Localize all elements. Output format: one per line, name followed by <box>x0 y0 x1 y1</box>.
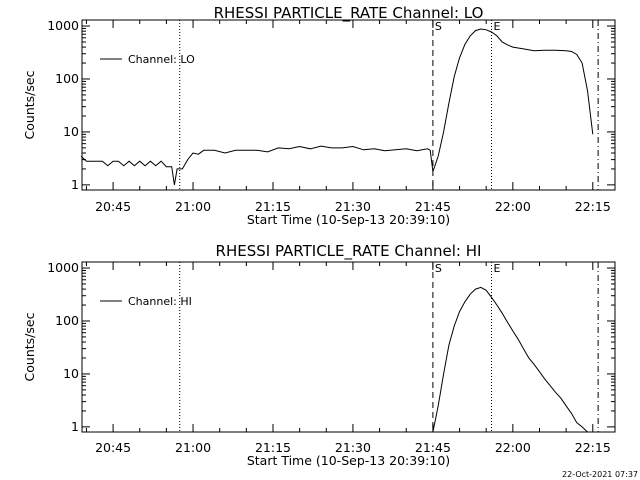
x-tick-label: 21:30 <box>335 440 371 455</box>
x-tick-label: 21:45 <box>415 440 451 455</box>
plot-frame <box>81 19 616 191</box>
y-tick-label: 10 <box>63 366 79 381</box>
x-axis-label: Start Time (10-Sep-13 20:39:10) <box>247 453 450 468</box>
y-tick-label: 1000 <box>47 260 79 275</box>
x-tick-label: 22:00 <box>495 199 531 214</box>
x-tick-label: 21:30 <box>335 199 371 214</box>
x-tick-label: 20:45 <box>95 199 131 214</box>
x-tick-label: 21:45 <box>415 199 451 214</box>
marker-label: S <box>435 262 442 275</box>
x-axis-label: Start Time (10-Sep-13 20:39:10) <box>247 212 450 227</box>
y-axis-label: Counts/sec <box>22 312 37 381</box>
x-tick-label: 21:00 <box>175 440 211 455</box>
y-tick-label: 1000 <box>47 18 79 33</box>
plot-frame <box>81 261 616 433</box>
marker-label: E <box>494 262 501 275</box>
x-tick-label: 20:45 <box>95 440 131 455</box>
legend-label: Channel: HI <box>128 295 192 308</box>
y-tick-label: 10 <box>63 124 79 139</box>
y-tick-label: 100 <box>55 313 79 328</box>
marker-label: E <box>494 20 501 33</box>
x-tick-label: 21:00 <box>175 199 211 214</box>
series-line <box>80 28 594 185</box>
y-tick-label: 1 <box>71 419 79 434</box>
panel-1: RHESSI PARTICLE_RATE Channel: HI Counts/s… <box>22 242 616 468</box>
chart-title: RHESSI PARTICLE_RATE Channel: LO <box>214 4 484 23</box>
x-tick-label: 21:15 <box>255 199 291 214</box>
x-tick-label: 22:15 <box>575 199 611 214</box>
x-tick-label: 22:00 <box>495 440 531 455</box>
y-tick-label: 1 <box>71 177 79 192</box>
x-tick-label: 21:15 <box>255 440 291 455</box>
marker-label: S <box>435 20 442 33</box>
y-tick-label: 100 <box>55 71 79 86</box>
footer-timestamp: 22-Oct-2021 07:37 <box>562 470 638 479</box>
chart-title: RHESSI PARTICLE_RATE Channel: HI <box>216 242 482 261</box>
x-tick-label: 22:15 <box>575 440 611 455</box>
legend-label: Channel: LO <box>128 53 195 66</box>
series-line <box>432 286 588 433</box>
panel-0: RHESSI PARTICLE_RATE Channel: LO Counts/s… <box>22 4 616 227</box>
y-axis-label: Counts/sec <box>22 70 37 139</box>
